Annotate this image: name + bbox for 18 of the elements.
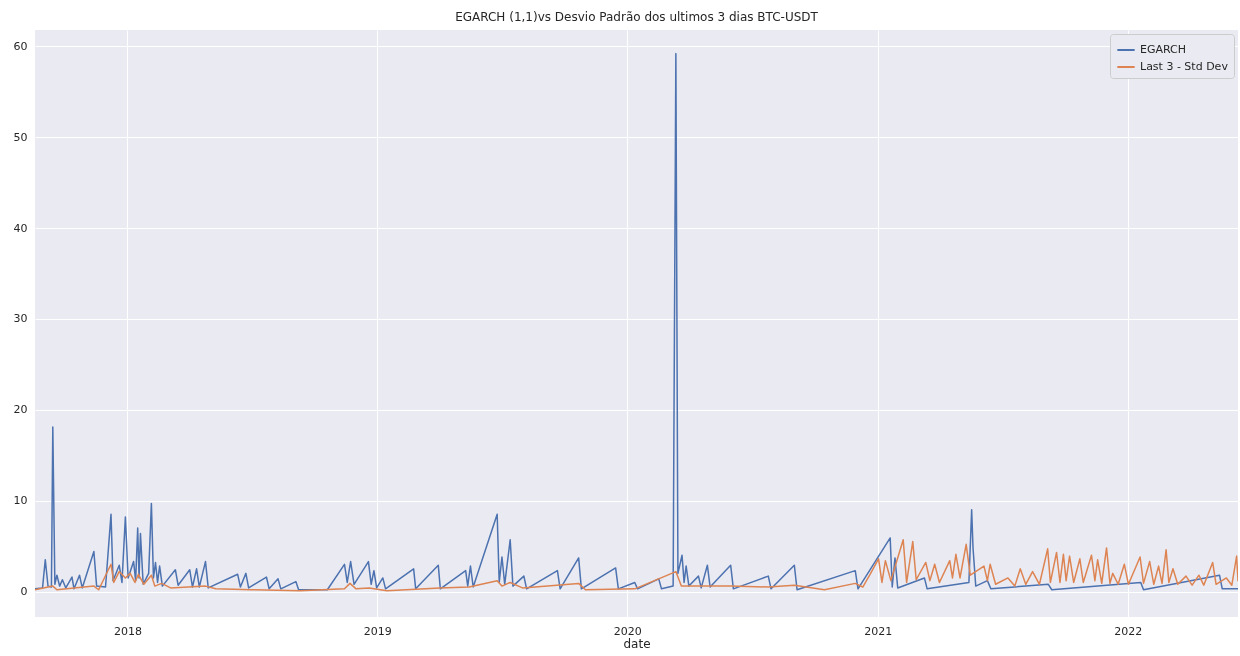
line-series xyxy=(35,52,1238,591)
y-tick-label: 30 xyxy=(13,312,28,326)
legend-label: EGARCH xyxy=(1140,43,1187,56)
x-tick-label: 2018 xyxy=(113,624,142,638)
y-tick-label: 50 xyxy=(13,130,28,144)
chart-title: EGARCH (1,1)vs Desvio Padrão dos ultimos 3 dias BTC-USDT xyxy=(455,10,819,24)
y-tick-label: 40 xyxy=(13,221,28,235)
y-tick-label: 0 xyxy=(20,585,28,599)
x-tick-label: 2019 xyxy=(363,624,392,638)
y-tick-label: 10 xyxy=(13,494,28,508)
line-series xyxy=(35,539,1238,592)
x-tick-label: 2021 xyxy=(864,624,893,638)
y-tick-label: 60 xyxy=(13,39,28,53)
legend-label: Last 3 - Std Dev xyxy=(1140,60,1229,73)
x-axis-title: date xyxy=(623,636,651,651)
y-tick-label: 20 xyxy=(13,403,28,417)
x-tick-label: 2020 xyxy=(613,624,642,638)
x-tick-label: 2022 xyxy=(1114,624,1143,638)
